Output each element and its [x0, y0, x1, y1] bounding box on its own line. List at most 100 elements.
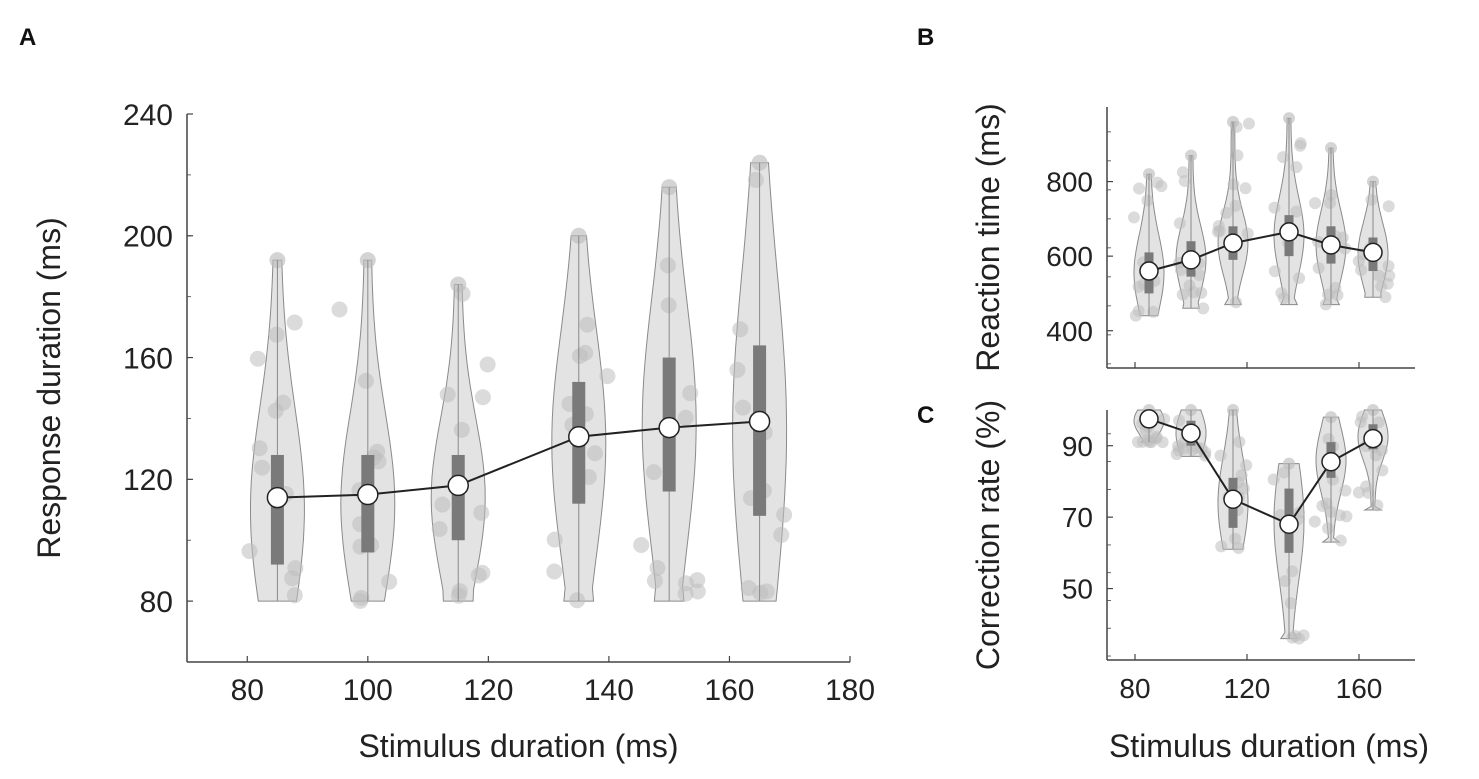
chart-a-x-axis-label: Stimulus duration (ms) [358, 728, 678, 764]
chart-a-x-tick-label: 160 [704, 674, 754, 707]
chart-c-data-dot [1177, 442, 1190, 455]
chart-a-data-dot [431, 520, 448, 537]
chart-a-mean-line [277, 420, 760, 499]
chart-a-data-dot [586, 445, 603, 462]
chart-a-x-tick-label: 100 [343, 674, 393, 707]
chart-c-data-dot [1156, 436, 1169, 449]
chart-c-data-dot [1284, 597, 1297, 610]
chart-c-data-dot [1286, 565, 1299, 578]
chart-a-data-dot [649, 559, 666, 576]
chart-b-data-dot [1197, 302, 1210, 315]
chart-c-data-dot [1334, 534, 1347, 547]
chart-a-data-dot [645, 464, 662, 481]
chart-c-y-tick-label: 50 [1062, 574, 1093, 605]
chart-b-data-dot [1242, 117, 1255, 130]
chart-b-data-dot [1382, 200, 1395, 213]
chart-a-mean-marker [447, 474, 469, 497]
chart-b-mean-marker [1139, 261, 1159, 281]
chart-a-data-dot [286, 587, 303, 604]
chart-b-data-dot [1309, 197, 1322, 210]
chart-a-data-dot [241, 543, 258, 560]
chart-c-data-dot [1233, 435, 1246, 448]
chart-a-mean-marker [658, 416, 680, 439]
chart-b-data-dot [1227, 178, 1240, 191]
chart-a-mean-marker [357, 483, 379, 506]
chart-a-data-dot [682, 385, 699, 402]
chart-a-data-dot [579, 316, 596, 333]
chart-a-violin-plot: 80 120 160 200 240 80 100 120 140 160 180 Stimulus … [31, 99, 875, 764]
chart-b-data-dot [1141, 194, 1154, 207]
chart-b-data-dot [1132, 280, 1145, 293]
chart-b-data-dot [1290, 161, 1303, 174]
chart-b-data-dot [1352, 255, 1365, 268]
chart-c-data-dot [1316, 499, 1329, 512]
chart-c-mean-marker [1139, 409, 1159, 429]
chart-a-data-dot [732, 321, 749, 338]
chart-b-data-dot [1176, 166, 1189, 179]
panel-letter-c: C [917, 402, 935, 429]
chart-c-data-dot [1229, 532, 1242, 545]
chart-c-mean-marker [1363, 428, 1383, 449]
chart-a-y-tick-label: 240 [123, 99, 173, 132]
chart-a-y-tick-label: 160 [123, 342, 173, 375]
chart-a-data-dot [357, 372, 374, 389]
chart-a-data-dot [474, 389, 491, 406]
chart-a-iqr-box [451, 454, 465, 541]
chart-a-data-dot [689, 583, 706, 600]
chart-b-data-dot [1147, 305, 1160, 318]
chart-a-data-dot [474, 564, 491, 581]
chart-c-data-dot [1240, 459, 1253, 472]
chart-a-iqr-box [270, 454, 284, 565]
chart-a-data-dot [267, 402, 284, 419]
chart-a-data-dot [729, 361, 746, 378]
chart-c-data-dot [1340, 510, 1353, 523]
chart-c-data-dot [1235, 469, 1248, 482]
chart-c-violin-plot: 50 70 90 80 120 160 Stimulus duration (ms) Corr… [970, 400, 1429, 764]
chart-a-x-tick-label: 80 [231, 674, 264, 707]
chart-c-data-dot [1279, 575, 1292, 588]
chart-a-data-dot [453, 421, 470, 438]
chart-b-data-dot [1133, 182, 1146, 195]
chart-a-x-tick-label: 120 [463, 674, 513, 707]
chart-a-data-dot [450, 587, 467, 604]
chart-b-y-tick-label: 600 [1046, 241, 1093, 272]
chart-a-data-dot [546, 563, 563, 580]
chart-c-data-dot [1131, 436, 1144, 449]
chart-b-data-dot [1294, 137, 1307, 150]
chart-b-data-dot [1293, 272, 1306, 285]
chart-c-data-dot [1371, 499, 1384, 512]
chart-b-mean-marker [1321, 235, 1341, 255]
chart-b-data-dot [1319, 298, 1332, 311]
chart-a-data-dot [381, 573, 398, 590]
chart-c-data-dot [1356, 410, 1369, 423]
chart-b-data-dot [1193, 268, 1206, 281]
chart-a-y-tick-label: 200 [123, 221, 173, 254]
chart-a-data-dot [747, 171, 764, 188]
chart-a-mean-marker [568, 425, 590, 448]
chart-c-data-dot [1292, 506, 1305, 519]
chart-b-data-dot [1355, 264, 1368, 277]
chart-c-mean-marker [1181, 423, 1201, 443]
chart-a-data-dot [646, 572, 663, 589]
chart-b-data-dot [1213, 224, 1226, 237]
chart-b-data-dot [1339, 242, 1352, 255]
chart-b-data-dot [1187, 286, 1200, 299]
chart-a-data-dot [677, 575, 694, 592]
chart-c-mean-marker [1321, 452, 1341, 472]
chart-c-data-dot [1232, 542, 1245, 555]
chart-a-data-dot [249, 350, 266, 367]
chart-c-data-dot [1339, 484, 1352, 497]
chart-a-data-dot [758, 583, 775, 600]
chart-b-data-dot [1176, 288, 1189, 301]
chart-b-y-axis-label: Reaction time (ms) [970, 103, 1006, 372]
chart-c-data-dot [1322, 522, 1335, 535]
chart-a-data-dot [286, 314, 303, 331]
chart-a-data-dot [479, 356, 496, 373]
chart-c-x-tick-label: 80 [1119, 673, 1150, 704]
chart-c-y-axis-label: Correction rate (%) [970, 400, 1006, 670]
chart-a-data-dot [473, 504, 490, 521]
chart-b-data-dot [1231, 149, 1244, 162]
chart-b-data-dot [1151, 176, 1164, 189]
chart-c-x-tick-label: 120 [1224, 673, 1271, 704]
chart-a-data-dot [254, 459, 271, 476]
